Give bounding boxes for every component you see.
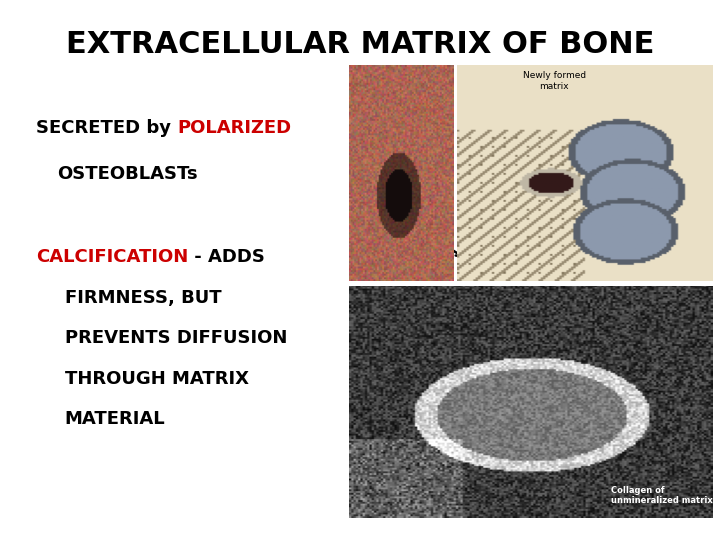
Text: - ADDS: - ADDS xyxy=(188,248,265,266)
Text: PREVENTS DIFFUSION: PREVENTS DIFFUSION xyxy=(65,329,287,347)
Text: CALCIFICATION: CALCIFICATION xyxy=(36,248,188,266)
Text: POLARIZED: POLARIZED xyxy=(177,119,292,137)
Text: THROUGH MATRIX: THROUGH MATRIX xyxy=(65,370,249,388)
Text: MATERIAL: MATERIAL xyxy=(65,410,166,428)
Text: SECRETED by: SECRETED by xyxy=(36,119,177,137)
Text: EXTRACELLULAR MATRIX OF BONE: EXTRACELLULAR MATRIX OF BONE xyxy=(66,30,654,59)
Text: FIRMNESS, BUT: FIRMNESS, BUT xyxy=(65,289,222,307)
Text: OSTEOBLASTs: OSTEOBLASTs xyxy=(58,165,198,183)
Text: Collagen of
unmineralized matrix: Collagen of unmineralized matrix xyxy=(611,486,713,505)
Text: Osteocytes: Osteocytes xyxy=(349,375,411,386)
Text: Newly formed
matrix: Newly formed matrix xyxy=(523,71,586,91)
